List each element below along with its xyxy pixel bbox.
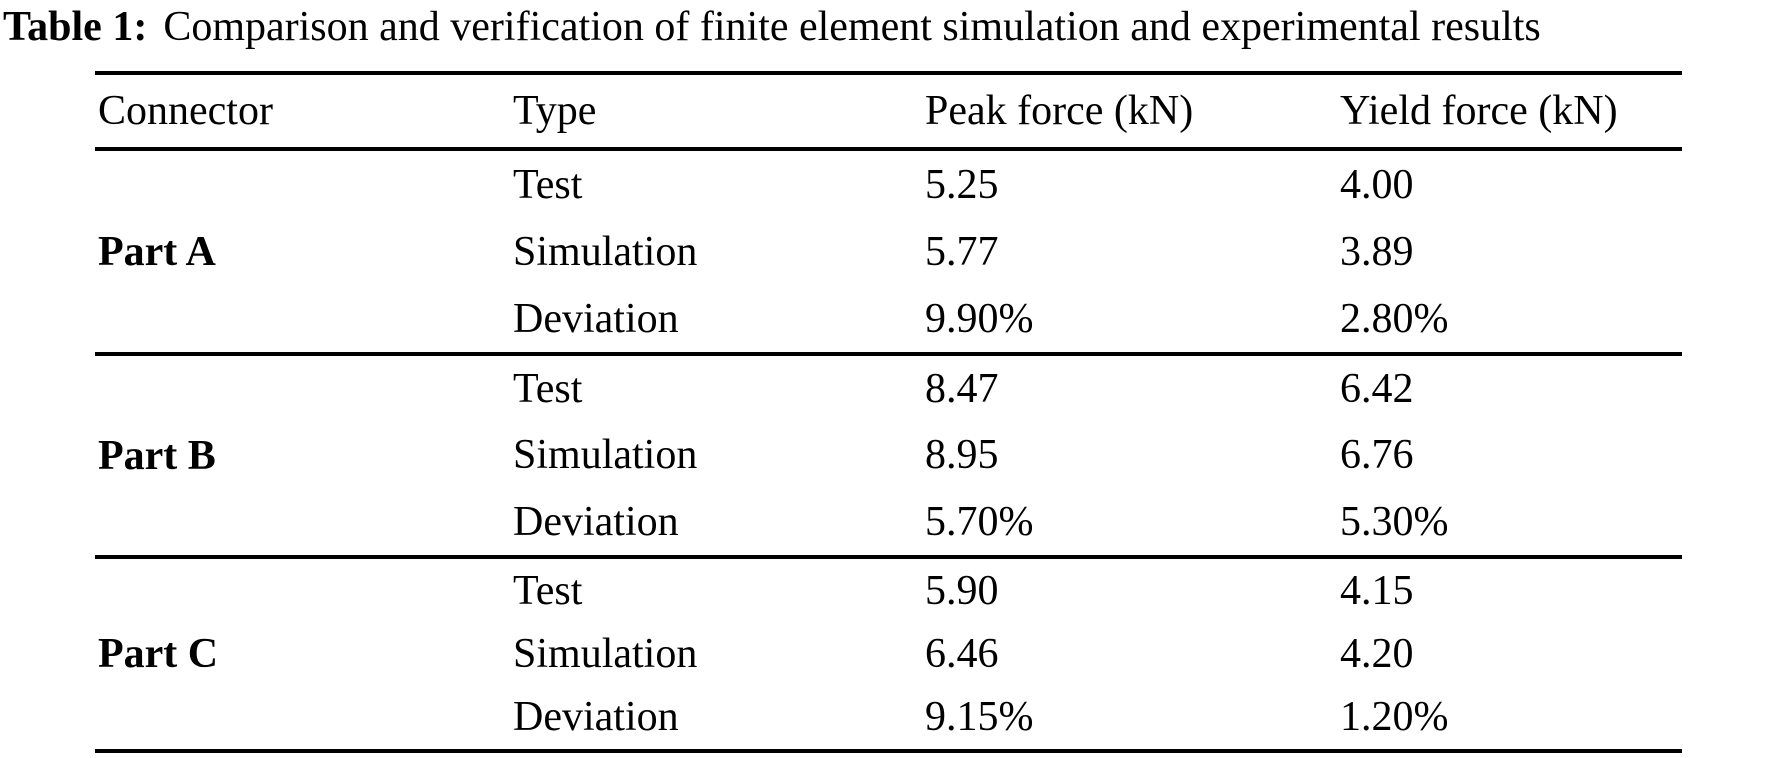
results-table: Connector Type Peak force (kN) Yield for… <box>95 71 1682 753</box>
yield-force-cell: 6.42 <box>1340 366 1414 413</box>
type-cell: Simulation <box>513 432 698 479</box>
type-cell: Simulation <box>513 228 698 275</box>
yield-force-cell: 3.89 <box>1340 228 1414 275</box>
peak-force-cell: 5.77 <box>925 228 999 275</box>
yield-force-cell: 4.15 <box>1340 567 1414 614</box>
type-cell: Deviation <box>513 498 679 545</box>
yield-force-cell: 2.80% <box>1340 295 1449 342</box>
type-cell: Test <box>513 366 583 413</box>
yield-force-cell: 4.00 <box>1340 161 1414 208</box>
peak-force-cell: 9.15% <box>925 694 1034 741</box>
yield-force-cell: 4.20 <box>1340 630 1414 677</box>
peak-force-cell: 5.70% <box>925 498 1034 545</box>
peak-force-cell: 9.90% <box>925 295 1034 342</box>
yield-force-cell: 5.30% <box>1340 498 1449 545</box>
connector-cell: Part C <box>98 630 219 677</box>
yield-force-cell: 1.20% <box>1340 694 1449 741</box>
type-cell: Deviation <box>513 694 679 741</box>
peak-force-cell: 5.25 <box>925 161 999 208</box>
column-header-peak-force: Peak force (kN) <box>925 88 1194 134</box>
table-group-part-b: Part B Test 8.47 6.42 Simulation 8.95 6.… <box>95 356 1682 559</box>
table-caption: Table 1: Comparison and verification of f… <box>3 0 1541 55</box>
table-group-part-a: Part A Test 5.25 4.00 Simulation 5.77 3.… <box>95 151 1682 356</box>
column-header-connector: Connector <box>98 88 273 134</box>
peak-force-cell: 8.47 <box>925 366 999 413</box>
column-header-type: Type <box>513 88 597 134</box>
type-cell: Test <box>513 567 583 614</box>
table-group-part-c: Part C Test 5.90 4.15 Simulation 6.46 4.… <box>95 559 1682 749</box>
type-cell: Test <box>513 161 583 208</box>
yield-force-cell: 6.76 <box>1340 432 1414 479</box>
connector-cell: Part B <box>98 432 216 479</box>
column-header-yield-force: Yield force (kN) <box>1340 88 1618 134</box>
type-cell: Simulation <box>513 630 698 677</box>
peak-force-cell: 6.46 <box>925 630 999 677</box>
peak-force-cell: 5.90 <box>925 567 999 614</box>
type-cell: Deviation <box>513 295 679 342</box>
connector-cell: Part A <box>98 228 216 275</box>
table-caption-label: Table 1: <box>3 4 148 50</box>
peak-force-cell: 8.95 <box>925 432 999 479</box>
table-header-row: Connector Type Peak force (kN) Yield for… <box>95 75 1682 151</box>
table-caption-text: Comparison and verification of finite el… <box>163 4 1541 50</box>
